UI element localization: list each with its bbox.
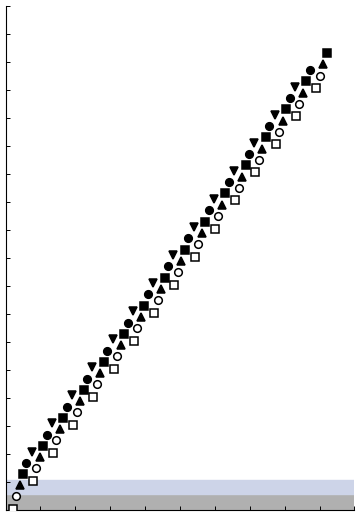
Bar: [5, 479, 355, 494]
Bar: [5, 494, 355, 510]
